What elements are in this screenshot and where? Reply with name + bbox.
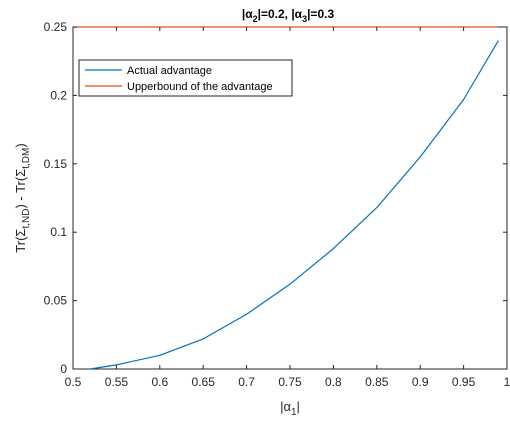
y-tick-label: 0 — [60, 362, 67, 376]
x-tick-label: 0.55 — [105, 375, 129, 389]
x-tick-label: 0.95 — [452, 375, 476, 389]
x-tick-label: 0.75 — [278, 375, 302, 389]
x-tick-label: 0.5 — [65, 375, 82, 389]
series-line-actual-advantage — [90, 40, 499, 370]
x-tick-label: 0.9 — [412, 375, 429, 389]
y-tick-label: 0.2 — [50, 88, 67, 102]
y-tick-label: 0.15 — [44, 157, 68, 171]
x-axis-label: |α1| — [280, 399, 300, 418]
x-tick-label: 0.6 — [151, 375, 168, 389]
x-tick-label: 0.65 — [192, 375, 216, 389]
x-tick-label: 1 — [504, 375, 510, 389]
x-tick-label: 0.85 — [365, 375, 389, 389]
legend-box — [78, 59, 293, 97]
legend: Actual advantage Upperbound of the advan… — [78, 59, 293, 97]
x-tick-label: 0.8 — [325, 375, 342, 389]
y-tick-label: 0.05 — [44, 294, 68, 308]
y-tick-label: 0.25 — [44, 20, 68, 34]
y-tick-label: 0.1 — [50, 225, 67, 239]
legend-label-upperbound: Upperbound of the advantage — [127, 81, 273, 93]
series-layer — [73, 26, 499, 370]
legend-label-actual-advantage: Actual advantage — [127, 65, 212, 77]
x-tick-label: 0.7 — [238, 375, 255, 389]
tick-layer: 0.5 0.55 0.6 0.65 0.7 0.75 0.8 0.85 0.9 0.95 1 0 0.0… — [44, 20, 510, 389]
y-axis-label: Tr(Σt,ND) - Tr(Σt,DM) — [13, 143, 32, 252]
chart-title: |α2|=0.2, |α3|=0.3 — [242, 7, 335, 24]
